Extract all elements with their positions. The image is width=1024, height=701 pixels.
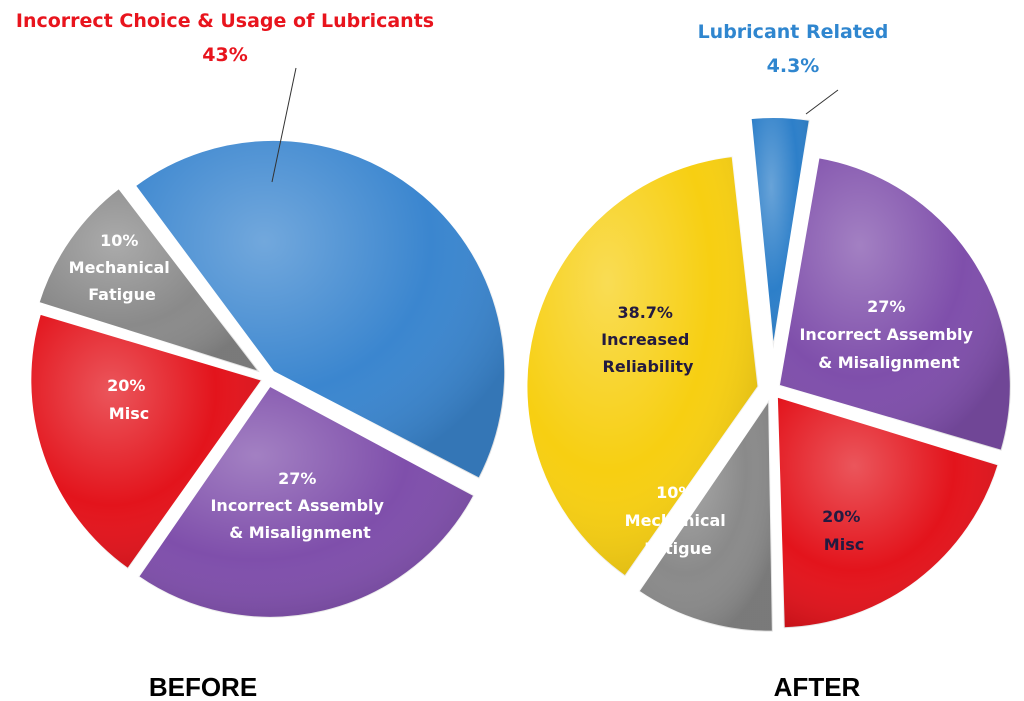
before-misc-line1: Misc: [109, 404, 149, 423]
before-slice-shine-2: [30, 313, 263, 570]
after-misc-pct: 20%: [822, 507, 860, 526]
after-fatigue-line1: Mechanical: [625, 511, 726, 530]
after-callout-value: 4.3%: [767, 55, 820, 77]
after-pie-chart: Lubricant Related 4.3% 27% Incorrect Ass…: [525, 21, 1012, 701]
before-assembly-line2: & Misalignment: [229, 523, 371, 542]
before-slice-shine-3: [38, 187, 260, 373]
after-label-assembly: 27% Incorrect Assembly & Misalignment: [799, 297, 978, 372]
before-fatigue-pct: 10%: [100, 231, 138, 250]
after-slice-shine-1: [778, 157, 1011, 451]
before-assembly-line1: Incorrect Assembly: [210, 496, 384, 515]
before-pie-chart: Incorrect Choice & Usage of Lubricants 4…: [16, 10, 507, 701]
after-slice-shine-3: [638, 399, 773, 632]
after-misc-line1: Misc: [824, 535, 864, 554]
after-assembly-pct: 27%: [867, 297, 905, 316]
before-label-misc: 20% Misc: [107, 376, 151, 423]
after-fatigue-pct: 10%: [656, 483, 694, 502]
before-callout-leader-line: [271, 67, 297, 183]
after-assembly-line2: & Misalignment: [818, 353, 960, 372]
before-label-fatigue: 10% Mechanical Fatigue: [69, 231, 176, 304]
after-slice-shine-4: [526, 155, 759, 577]
before-callout-value: 43%: [202, 44, 247, 66]
after-reliability-line2: Reliability: [603, 357, 694, 376]
before-slice-shine-0: [134, 139, 506, 479]
after-panel-title: AFTER: [774, 672, 861, 701]
before-assembly-pct: 27%: [278, 469, 316, 488]
after-label-reliability: 38.7% Increased Reliability: [601, 303, 695, 376]
after-label-fatigue: 10% Mechanical Fatigue: [625, 483, 732, 558]
after-reliability-line1: Increased: [601, 330, 689, 349]
before-misc-pct: 20%: [107, 376, 145, 395]
after-slice-shine-2: [776, 396, 999, 629]
before-fatigue-line1: Mechanical: [69, 258, 170, 277]
before-panel-title: BEFORE: [149, 672, 257, 701]
after-fatigue-line2: Fatigue: [644, 539, 712, 558]
after-reliability-pct: 38.7%: [617, 303, 673, 322]
after-callout-title: Lubricant Related: [698, 21, 889, 43]
before-label-assembly: 27% Incorrect Assembly & Misalignment: [210, 469, 389, 542]
after-callout-leader-line: [805, 89, 839, 115]
before-fatigue-line2: Fatigue: [88, 285, 156, 304]
before-slice-shine-1: [138, 385, 475, 618]
after-label-misc: 20% Misc: [822, 507, 866, 554]
after-slice-shine-0: [750, 117, 810, 350]
after-assembly-line1: Incorrect Assembly: [799, 325, 973, 344]
before-callout-title: Incorrect Choice & Usage of Lubricants: [16, 10, 434, 32]
